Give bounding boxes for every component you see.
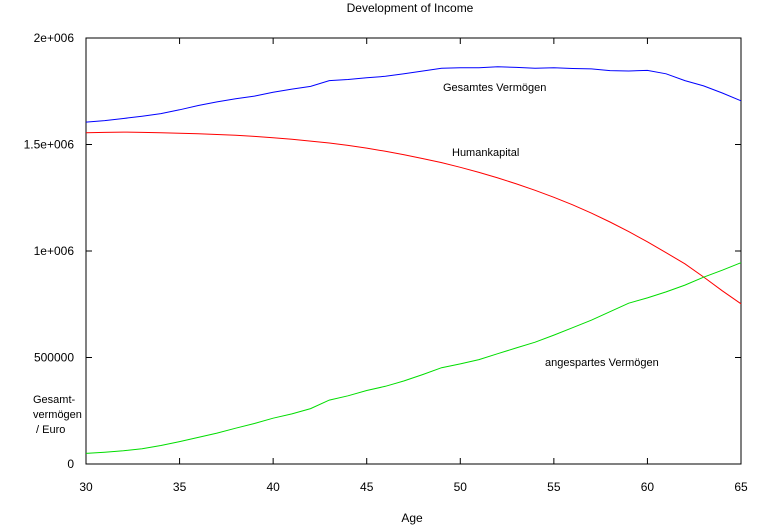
y-tick-label: 2e+006 [34,31,75,45]
series-line-1 [85,131,742,305]
y-axis: 0 500000 1e+006 1.5e+006 2e+006 [24,31,741,471]
y-tick-label: 500000 [34,351,74,365]
x-tick-label: 50 [454,480,468,494]
series-label-angespartes-vermoegen: angespartes Vermögen [545,357,659,369]
x-axis: 30 35 40 45 50 55 60 65 [79,38,748,494]
x-tick-label: 40 [266,480,280,494]
x-tick-label: 55 [547,480,561,494]
x-tick-label: 35 [173,480,187,494]
y-axis-label-line-1: Gesamt- [33,394,76,406]
series-label-humankapital: Humankapital [452,147,519,159]
y-tick-label: 1e+006 [34,244,75,258]
series-lines [85,66,742,454]
series-line-2 [85,262,742,454]
chart-title: Development of Income [347,1,474,15]
y-axis-label-line-3: / Euro [36,424,65,436]
x-tick-label: 60 [641,480,655,494]
y-tick-label: 1.5e+006 [24,138,75,152]
plot-frame [85,37,742,465]
y-tick-label: 0 [67,457,74,471]
x-axis-title: Age [401,511,423,525]
series-line-0 [85,66,742,123]
series-label-gesamtes-vermoegen: Gesamtes Vermögen [443,82,546,94]
y-axis-label-line-2: vermögen [33,409,82,421]
x-tick-label: 30 [79,480,93,494]
x-tick-label: 45 [360,480,374,494]
x-tick-label: 65 [734,480,748,494]
